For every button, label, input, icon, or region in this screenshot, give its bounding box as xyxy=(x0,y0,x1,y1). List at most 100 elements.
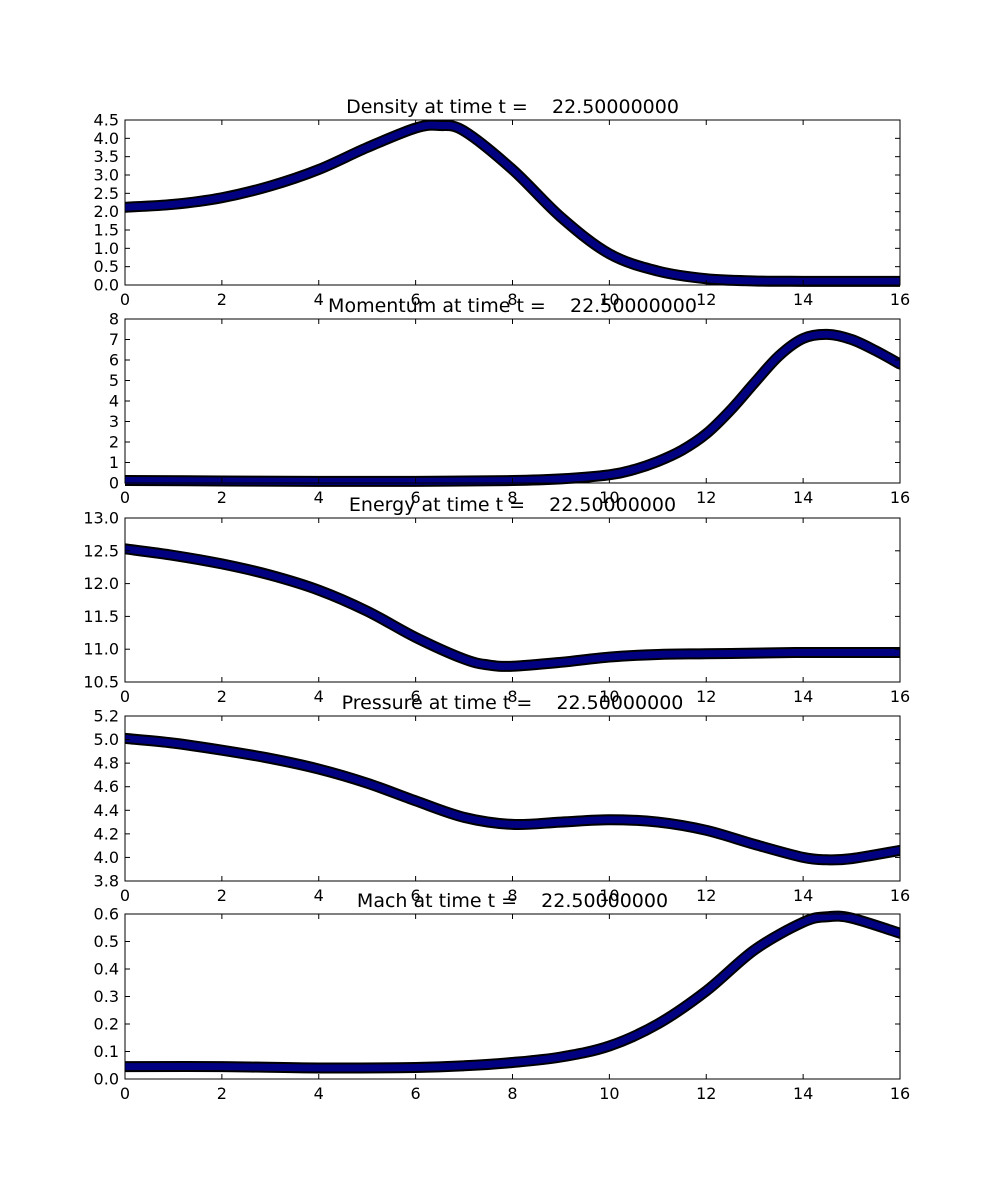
subplot-5: 0 2 4 6 8 10 12 14 16 0.0 0.1 0.2 0.3 0.4 0.5 0.6 Mach a… xyxy=(94,890,911,1103)
x-tick-label: 16 xyxy=(890,1084,910,1103)
x-tick-label: 14 xyxy=(793,290,813,309)
x-tick-label: 4 xyxy=(314,687,324,706)
y-tick-label: 2 xyxy=(109,433,119,452)
x-tick-label: 0 xyxy=(120,886,130,905)
y-tick-label: 4.0 xyxy=(94,129,119,148)
y-tick-label: 1 xyxy=(109,453,119,472)
y-tick-label: 0.6 xyxy=(94,905,119,924)
y-tick-label: 12.0 xyxy=(83,574,119,593)
y-tick-label: 2.0 xyxy=(94,202,119,221)
chart-title: Mach at time t = 22.50000000 xyxy=(357,890,668,912)
subplot-3: 0 2 4 6 8 10 12 14 16 10.5 11.0 11.5 12.0 12.5 13.0 Ene… xyxy=(83,494,910,706)
series-line xyxy=(125,330,900,485)
y-tick-label: 8 xyxy=(109,310,119,329)
x-tick-label: 2 xyxy=(217,1084,227,1103)
x-tick-label: 8 xyxy=(507,1084,517,1103)
series-line xyxy=(125,121,900,285)
series-line xyxy=(125,734,900,864)
y-tick-label: 0.5 xyxy=(94,932,119,951)
x-tick-label: 12 xyxy=(696,886,716,905)
x-tick-label: 8 xyxy=(507,290,517,309)
y-tick-label: 11.0 xyxy=(83,640,119,659)
y-tick-label: 4.0 xyxy=(94,848,119,867)
x-tick-label: 12 xyxy=(696,687,716,706)
chart-title: Energy at time t = 22.50000000 xyxy=(349,494,676,516)
x-tick-label: 10 xyxy=(599,886,619,905)
x-tick-label: 16 xyxy=(890,687,910,706)
x-tick-label: 2 xyxy=(217,488,227,507)
x-tick-label: 10 xyxy=(599,488,619,507)
y-tick-label: 13.0 xyxy=(83,509,119,528)
x-tick-label: 4 xyxy=(314,290,324,309)
y-tick-label: 4.2 xyxy=(94,824,119,843)
y-tick-label: 1.5 xyxy=(94,221,119,240)
y-tick-label: 0.5 xyxy=(94,257,119,276)
y-tick-label: 6 xyxy=(109,351,119,370)
y-tick-label: 4.8 xyxy=(94,754,119,773)
x-tick-label: 0 xyxy=(120,1084,130,1103)
x-tick-label: 0 xyxy=(120,687,130,706)
y-tick-label: 2.5 xyxy=(94,184,119,203)
y-tick-label: 0.2 xyxy=(94,1015,119,1034)
series-line xyxy=(125,912,900,1072)
x-tick-label: 12 xyxy=(696,1084,716,1103)
subplot-1: 0 2 4 6 8 10 12 14 16 0.00.51.01.52.02.53.03.54.0… xyxy=(94,96,911,309)
x-tick-label: 6 xyxy=(411,488,421,507)
x-tick-label: 4 xyxy=(314,488,324,507)
chart-title: Momentum at time t = 22.50000000 xyxy=(328,295,697,317)
x-tick-label: 14 xyxy=(793,1084,813,1103)
x-tick-label: 14 xyxy=(793,488,813,507)
y-tick-label: 3.0 xyxy=(94,166,119,185)
y-tick-label: 0.0 xyxy=(94,1070,119,1089)
y-tick-label: 1.0 xyxy=(94,239,119,258)
x-tick-label: 4 xyxy=(314,1084,324,1103)
x-tick-label: 6 xyxy=(411,886,421,905)
x-tick-label: 10 xyxy=(599,687,619,706)
y-tick-label: 12.5 xyxy=(83,541,119,560)
subplot-4: 0 2 4 6 8 10 12 14 16 3.8 4.0 4.2 4.4 4.6 4.8 5.0 5.2 Pre… xyxy=(94,692,911,905)
x-tick-label: 8 xyxy=(507,488,517,507)
x-tick-label: 2 xyxy=(217,290,227,309)
x-tick-label: 10 xyxy=(599,290,619,309)
x-tick-label: 0 xyxy=(120,488,130,507)
x-tick-label: 2 xyxy=(217,687,227,706)
y-tick-label: 10.5 xyxy=(83,673,119,692)
x-tick-label: 4 xyxy=(314,886,324,905)
y-tick-label: 5 xyxy=(109,371,119,390)
y-tick-label: 0.4 xyxy=(94,960,119,979)
x-tick-label: 10 xyxy=(599,1084,619,1103)
x-tick-label: 6 xyxy=(411,1084,421,1103)
y-tick-label: 0.0 xyxy=(94,276,119,295)
chart-title: Density at time t = 22.50000000 xyxy=(346,96,679,118)
series-line xyxy=(125,545,900,670)
x-tick-label: 16 xyxy=(890,290,910,309)
y-tick-label: 11.5 xyxy=(83,607,119,626)
y-tick-label: 4.5 xyxy=(94,111,119,130)
x-tick-label: 16 xyxy=(890,488,910,507)
x-tick-label: 8 xyxy=(507,687,517,706)
y-tick-label: 3.8 xyxy=(94,872,119,891)
x-tick-label: 6 xyxy=(411,687,421,706)
y-tick-label: 3.5 xyxy=(94,147,119,166)
x-tick-label: 0 xyxy=(120,290,130,309)
y-tick-label: 4 xyxy=(109,392,119,411)
x-tick-label: 12 xyxy=(696,290,716,309)
x-tick-label: 14 xyxy=(793,886,813,905)
x-tick-label: 12 xyxy=(696,488,716,507)
x-tick-label: 14 xyxy=(793,687,813,706)
x-tick-label: 6 xyxy=(411,290,421,309)
y-tick-label: 3 xyxy=(109,412,119,431)
y-tick-label: 5.2 xyxy=(94,707,119,726)
x-tick-label: 16 xyxy=(890,886,910,905)
y-tick-label: 7 xyxy=(109,330,119,349)
y-tick-label: 4.6 xyxy=(94,777,119,796)
y-tick-label: 0.3 xyxy=(94,987,119,1006)
y-tick-label: 4.4 xyxy=(94,801,119,820)
y-tick-label: 0 xyxy=(109,474,119,493)
y-tick-label: 5.0 xyxy=(94,730,119,749)
x-tick-label: 8 xyxy=(507,886,517,905)
chart-title: Pressure at time t = 22.50000000 xyxy=(342,692,684,714)
x-tick-label: 2 xyxy=(217,886,227,905)
